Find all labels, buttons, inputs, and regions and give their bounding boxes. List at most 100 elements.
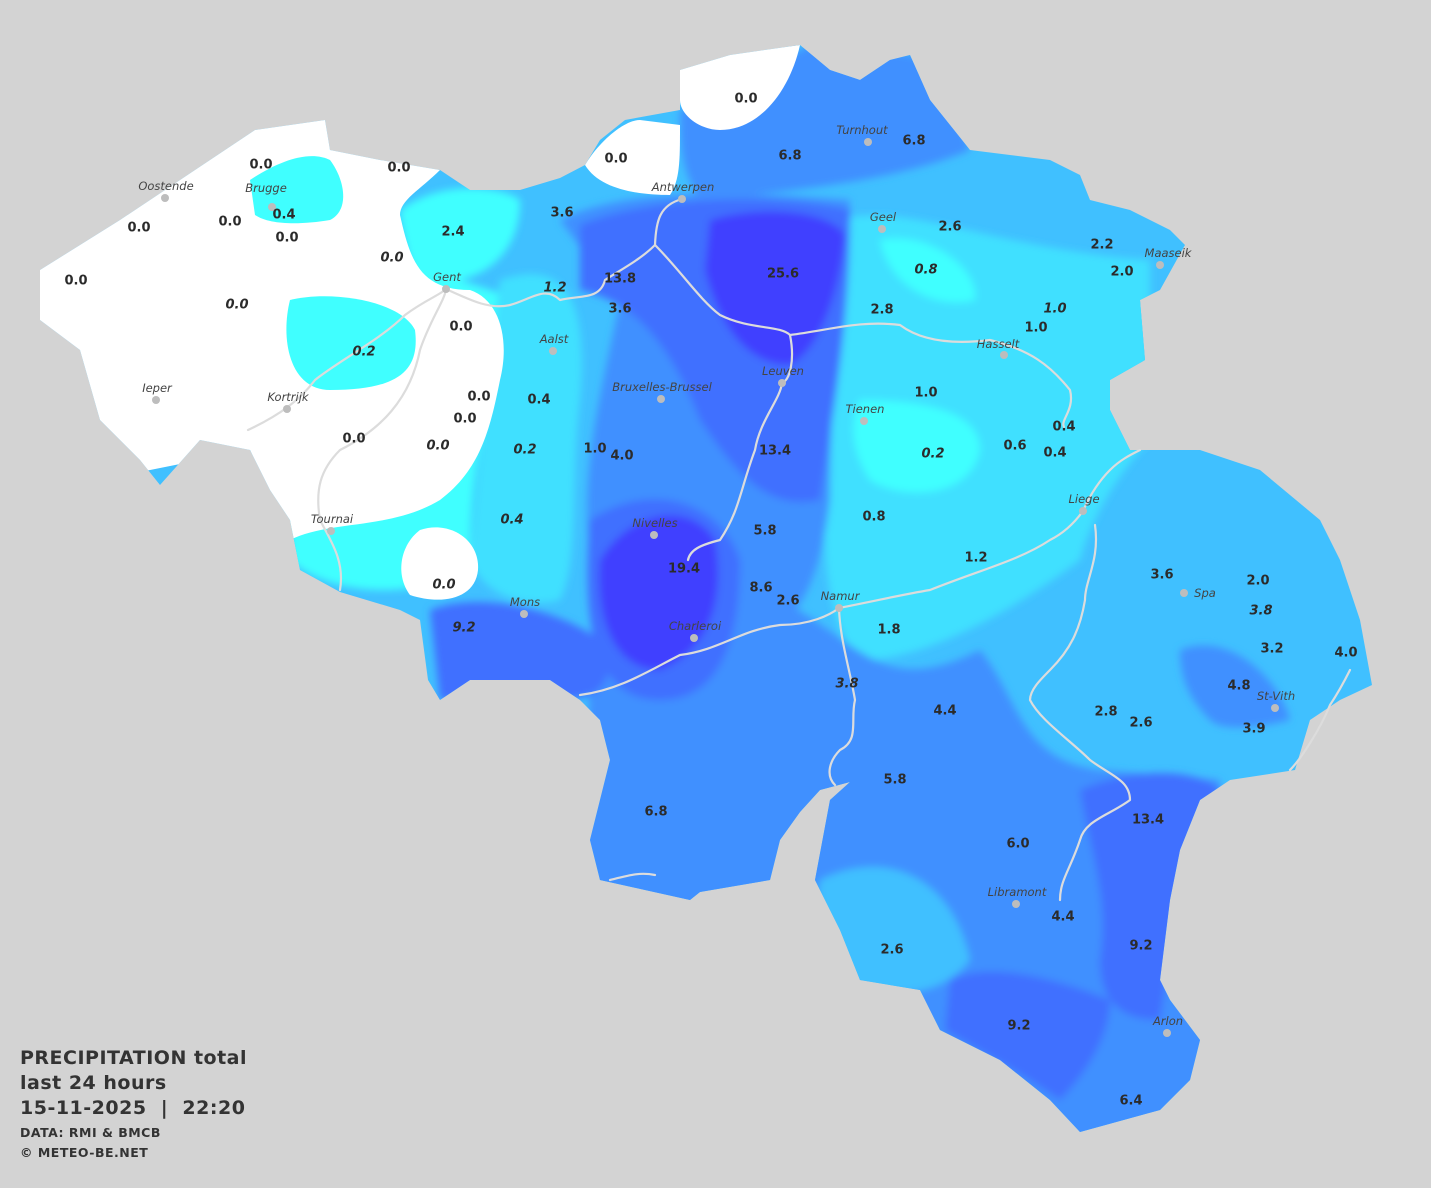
precipitation-value: 9.2 [452,621,475,636]
precipitation-value: 0.0 [453,412,476,427]
city-label: Ieper [142,381,173,395]
city-label: Geel [870,210,897,224]
city-label: Tournai [311,512,354,526]
precipitation-value: 0.6 [1003,439,1026,454]
precipitation-value: 3.6 [1150,568,1173,583]
river-semois [608,872,657,882]
city-label: Brugge [245,181,287,195]
precipitation-value: 0.4 [1052,420,1075,435]
field-light-east [824,215,1150,661]
city-geel: Geel [870,210,897,233]
precipitation-value: 2.8 [1094,705,1117,720]
city-dot [549,347,557,355]
city-label: Mons [510,595,540,609]
field-medium-stvith [1180,645,1290,728]
field-heavy-south [945,971,1110,1100]
precipitation-value: 3.8 [1249,604,1272,619]
precipitation-value: 3.6 [550,206,573,221]
precipitation-value: 0.8 [914,263,937,278]
city-dot [1180,589,1188,597]
precipitation-value: 4.4 [1051,910,1074,925]
precipitation-value: 0.0 [275,231,298,246]
city-kortrijk: Kortrijk [267,390,310,413]
precipitation-value: 0.4 [272,208,295,223]
field-heavy-mons [430,601,608,700]
legend-datetime: 15-11-2025 | 22:20 [20,1097,246,1119]
precipitation-value: 0.0 [734,92,757,107]
precipitation-value: 13.8 [604,272,636,287]
city-dot [878,225,886,233]
precipitation-value: 0.4 [527,393,550,408]
precipitation-value: 0.2 [513,443,536,458]
precipitation-value: 4.4 [933,704,956,719]
city-label: Nivelles [632,516,677,530]
field-very-light-kortrijk [286,296,416,390]
city-dot [1271,704,1279,712]
field-very-light-geel [880,238,976,303]
city-label: Maaseik [1145,246,1193,260]
city-label: Turnhout [836,123,888,137]
precipitation-value: 0.0 [64,274,87,289]
precipitation-value: 5.8 [753,524,776,539]
city-label: Aalst [539,332,569,346]
city-dot [835,604,843,612]
city-dot [327,527,335,535]
precipitation-values: 0.0 0.0 0.0 0.0 6.8 6.8 0.4 0.0 0.0 0.0 3.6 2.4 2.6 2… [64,92,1357,1109]
precipitation-value: 2.0 [1246,574,1269,589]
city-dot [690,634,698,642]
precipitation-value: 6.8 [778,149,801,164]
precipitation-value: 0.0 [342,432,365,447]
city-tienen: Tienen [846,402,884,425]
city-brugge: Brugge [245,181,287,211]
precipitation-value: 2.6 [938,220,961,235]
precipitation-value: 6.4 [1119,1094,1142,1109]
city-label: Spa [1194,586,1216,600]
precipitation-value: 8.6 [749,581,772,596]
city-label: Namur [821,589,861,603]
city-dot [268,203,276,211]
city-bruxelles-brussel: Bruxelles-Brussel [612,380,713,403]
city-ieper: Ieper [142,381,173,404]
precipitation-value: 25.6 [767,267,799,282]
city-label: Oostende [138,179,193,193]
field-zero-hainaut [401,527,479,600]
precipitation-value: 0.0 [218,215,241,230]
field-zero-north [680,45,800,130]
field-very-light-tienen [853,400,980,493]
precipitation-value: 5.8 [883,773,906,788]
precipitation-value: 6.0 [1006,837,1029,852]
precipitation-value: 2.6 [1129,716,1152,731]
river-ourthe [1028,523,1132,902]
city-dot [1163,1029,1171,1037]
city-dot [1000,351,1008,359]
precipitation-value: 0.0 [225,298,248,313]
city-arlon: Arlon [1152,1014,1183,1037]
precipitation-value: 19.4 [668,562,700,577]
river-scheldt [317,197,684,592]
precipitation-value: 2.6 [880,943,903,958]
field-very-heavy-north [705,211,845,365]
city-maaseik: Maaseik [1145,246,1193,269]
city-label: Arlon [1152,1014,1183,1028]
city-mons: Mons [510,595,540,618]
precipitation-value: 0.0 [380,251,403,266]
city-charleroi: Charleroi [669,619,722,642]
city-oostende: Oostende [138,179,194,202]
city-leuven: Leuven [762,364,804,387]
precipitation-value: 3.2 [1260,642,1283,657]
precipitation-value: 1.0 [583,442,606,457]
precipitation-value: 0.2 [352,345,375,360]
city-spa: Spa [1180,586,1216,600]
precipitation-value: 2.8 [870,303,893,318]
precipitation-value: 0.4 [1043,446,1066,461]
precipitation-value: 0.0 [449,320,472,335]
precipitation-value: 13.4 [1132,813,1164,828]
precipitation-value: 0.4 [500,513,523,528]
city-dot [161,194,169,202]
precipitation-value: 0.0 [387,161,410,176]
river-meuse-south [828,606,857,787]
precipitation-value: 0.0 [604,152,627,167]
field-very-heavy-south [599,515,718,670]
city-dot [1012,900,1020,908]
